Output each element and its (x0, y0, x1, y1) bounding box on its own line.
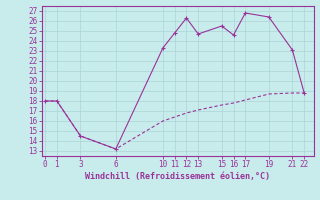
X-axis label: Windchill (Refroidissement éolien,°C): Windchill (Refroidissement éolien,°C) (85, 172, 270, 181)
